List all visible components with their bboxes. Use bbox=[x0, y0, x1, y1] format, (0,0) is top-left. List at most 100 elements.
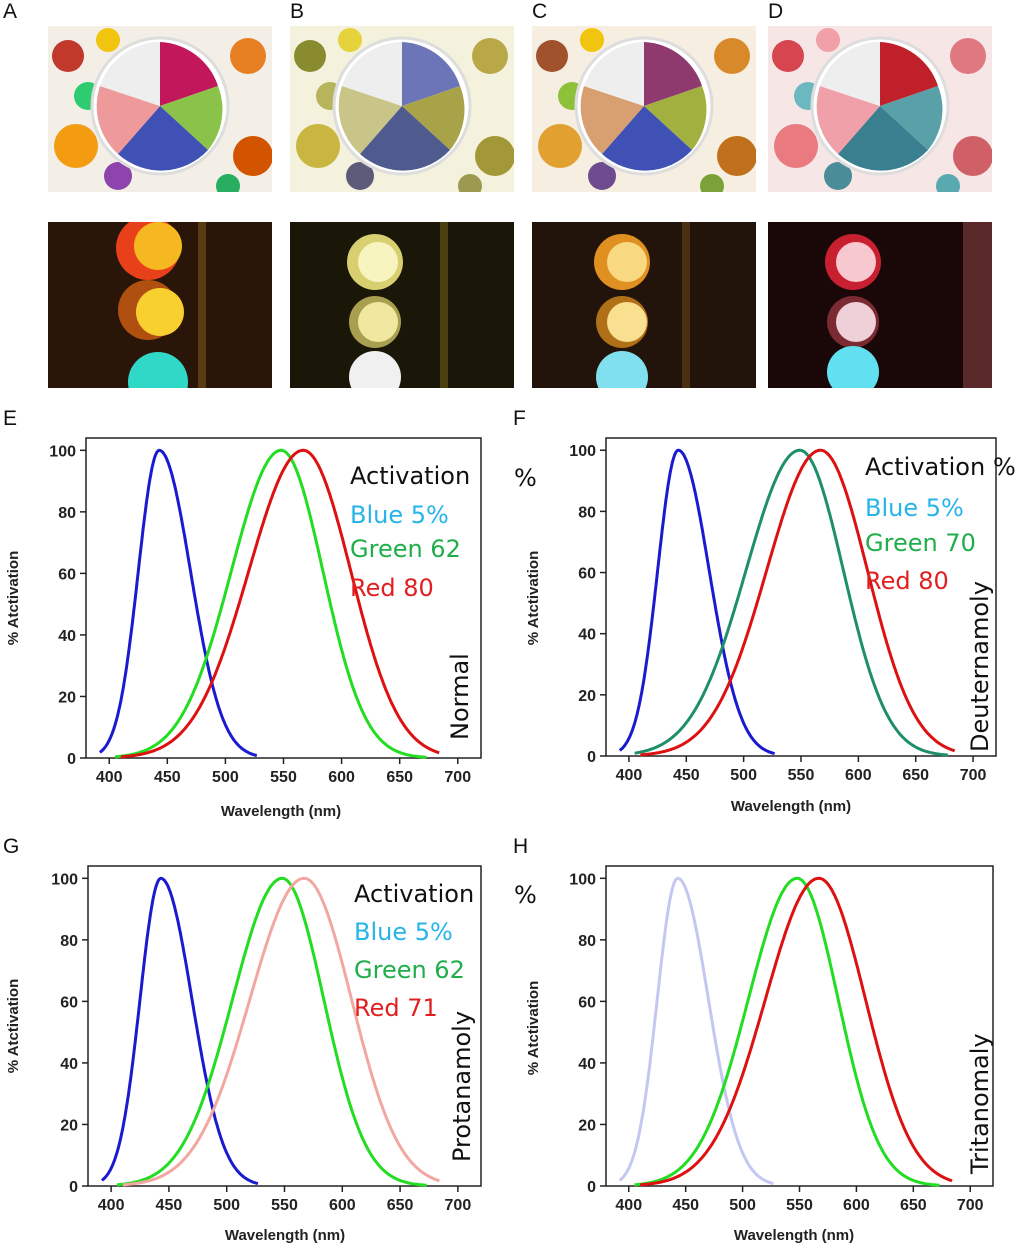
panel-label-f: F bbox=[513, 407, 526, 430]
chart-e-xtick-label: 400 bbox=[96, 769, 123, 786]
chart-g: 400 450 500 550 600 650 700 0 20 40 60 80 100 Wavele… bbox=[5, 865, 482, 1244]
chart-h-xtick-label: 550 bbox=[786, 1197, 813, 1214]
chart-h-ytick-label: 40 bbox=[578, 1056, 596, 1073]
chart-f-legend-red: Red 80 bbox=[865, 567, 949, 595]
chart-g-xtick-label: 450 bbox=[156, 1197, 183, 1214]
traffic-light-photo-deuteranomaly bbox=[290, 222, 514, 388]
chart-f-condition: Deuternamoly bbox=[966, 581, 994, 752]
chart-g-ytick-label: 40 bbox=[60, 1056, 78, 1073]
chart-h-ytick-label: 0 bbox=[587, 1179, 596, 1196]
chart-e-ytick-label: 60 bbox=[58, 566, 76, 583]
chart-f-ytick-label: 40 bbox=[578, 627, 596, 644]
chart-f-xtick-label: 700 bbox=[960, 767, 987, 784]
chart-g-xtick-label: 700 bbox=[445, 1197, 472, 1214]
traffic-light-photo-normal bbox=[48, 222, 272, 388]
chart-e-condition: Normal bbox=[446, 653, 474, 740]
panel-label-d: D bbox=[768, 0, 784, 23]
chart-g-legend-green: Green 62 bbox=[354, 956, 465, 984]
chart-h-xtick-label: 650 bbox=[900, 1197, 927, 1214]
chart-g-ytick-label: 60 bbox=[60, 994, 78, 1011]
chart-g-ytick-label: 100 bbox=[51, 871, 78, 888]
chart-f-series-red bbox=[640, 448, 956, 757]
chart-e-xtick-label: 500 bbox=[212, 769, 239, 786]
chart-f-legend-blue: Blue 5% bbox=[865, 494, 964, 522]
panel-label-a: A bbox=[3, 0, 18, 23]
chart-e-ylabel: % Atctivation bbox=[5, 551, 22, 645]
chart-f-xtick-label: 650 bbox=[902, 767, 929, 784]
chart-h-series-green bbox=[634, 876, 940, 1187]
chart-f-legend-percent-right: % bbox=[993, 453, 1016, 481]
chart-f-xtick-label: 450 bbox=[673, 767, 700, 784]
chart-f-xlabel: Wavelength (nm) bbox=[731, 798, 851, 815]
chart-g-ytick-label: 20 bbox=[60, 1117, 78, 1134]
chart-f-series-blue bbox=[618, 448, 775, 756]
chart-h-xtick-label: 500 bbox=[729, 1197, 756, 1214]
chart-f-ytick-label: 0 bbox=[587, 749, 596, 766]
chart-h-series-blue bbox=[618, 876, 774, 1186]
chart-h-ytick-label: 20 bbox=[578, 1117, 596, 1134]
chart-f-legend-percent: % bbox=[514, 464, 537, 492]
chart-e-ytick-label: 40 bbox=[58, 628, 76, 645]
chart-g-xtick-label: 500 bbox=[213, 1197, 240, 1214]
chart-e-series-green bbox=[114, 448, 427, 759]
chart-h-ytick-label: 80 bbox=[578, 933, 596, 950]
chart-h-ylabel: % Atctivation bbox=[525, 981, 542, 1075]
chart-g-legend-blue: Blue 5% bbox=[354, 918, 453, 946]
fruit-bowl-photo-protanomaly bbox=[532, 26, 756, 192]
chart-e-series-blue bbox=[99, 448, 258, 758]
chart-e-legend-green: Green 62 bbox=[350, 535, 461, 563]
chart-g-legend-red: Red 71 bbox=[354, 994, 438, 1022]
chart-f: 400 450 500 550 600 650 700 0 20 40 60 80 100 Wavele… bbox=[514, 437, 1016, 815]
chart-h-ytick-label: 60 bbox=[578, 994, 596, 1011]
chart-g-axes-frame bbox=[87, 865, 482, 1187]
chart-f-series-green bbox=[634, 448, 948, 757]
chart-g-legend-title: Activation bbox=[354, 880, 474, 908]
chart-g-xtick-label: 400 bbox=[98, 1197, 125, 1214]
chart-g-xlabel: Wavelength (nm) bbox=[225, 1227, 345, 1244]
chart-h-series-red bbox=[640, 876, 953, 1187]
fruit-bowl-photo-tritanomaly bbox=[768, 26, 992, 192]
panel-label-b: B bbox=[290, 0, 305, 23]
chart-e-legend-blue: Blue 5% bbox=[350, 501, 449, 529]
fruit-bowl-photo-normal bbox=[48, 26, 272, 192]
chart-g-ylabel: % Atctivation bbox=[5, 979, 22, 1073]
chart-f-xtick-label: 600 bbox=[845, 767, 872, 784]
chart-e-legend-title: Activation bbox=[350, 462, 470, 490]
panel-label-g: G bbox=[3, 835, 20, 858]
chart-g-xtick-label: 650 bbox=[387, 1197, 414, 1214]
chart-g-condition: Protanamoly bbox=[448, 1011, 476, 1162]
chart-g-series-red bbox=[122, 876, 440, 1187]
chart-h: 400 450 500 550 600 650 700 0 20 40 60 80 100 Wavele… bbox=[514, 865, 994, 1244]
chart-h-xtick-label: 600 bbox=[843, 1197, 870, 1214]
chart-f-xtick-label: 400 bbox=[616, 767, 643, 784]
panel-label-e: E bbox=[3, 407, 18, 430]
chart-e-series-red bbox=[120, 448, 440, 759]
chart-e-xtick-label: 550 bbox=[270, 769, 297, 786]
chart-h-xtick-label: 450 bbox=[672, 1197, 699, 1214]
chart-e-xtick-label: 600 bbox=[328, 769, 355, 786]
traffic-light-photo-tritanomaly bbox=[768, 222, 992, 388]
chart-h-axes-frame bbox=[605, 865, 994, 1187]
chart-h-xtick-label: 700 bbox=[957, 1197, 984, 1214]
chart-g-ytick-label: 0 bbox=[69, 1179, 78, 1196]
chart-h-xtick-label: 400 bbox=[615, 1197, 642, 1214]
chart-g-ytick-label: 80 bbox=[60, 933, 78, 950]
chart-g-series-blue bbox=[100, 876, 259, 1186]
chart-e-xtick-label: 700 bbox=[444, 769, 471, 786]
chart-e-legend-red: Red 80 bbox=[350, 574, 434, 602]
chart-h-xlabel: Wavelength (nm) bbox=[734, 1227, 854, 1244]
chart-f-ylabel: % Atctivation bbox=[525, 551, 542, 645]
chart-e-xtick-label: 450 bbox=[154, 769, 181, 786]
chart-g-xtick-label: 600 bbox=[329, 1197, 356, 1214]
chart-e-ytick-label: 0 bbox=[67, 751, 76, 768]
chart-e-ytick-label: 20 bbox=[58, 689, 76, 706]
chart-f-ytick-label: 80 bbox=[578, 504, 596, 521]
fruit-bowl-photo-deuteranomaly bbox=[290, 26, 514, 192]
chart-f-ytick-label: 20 bbox=[578, 688, 596, 705]
chart-f-axes-frame bbox=[605, 437, 997, 757]
chart-f-legend-title: Activation bbox=[865, 453, 985, 481]
chart-f-legend-green: Green 70 bbox=[865, 529, 976, 557]
chart-e-ytick-label: 100 bbox=[49, 443, 76, 460]
chart-f-xtick-label: 500 bbox=[730, 767, 757, 784]
chart-e-xlabel: Wavelength (nm) bbox=[221, 803, 341, 820]
